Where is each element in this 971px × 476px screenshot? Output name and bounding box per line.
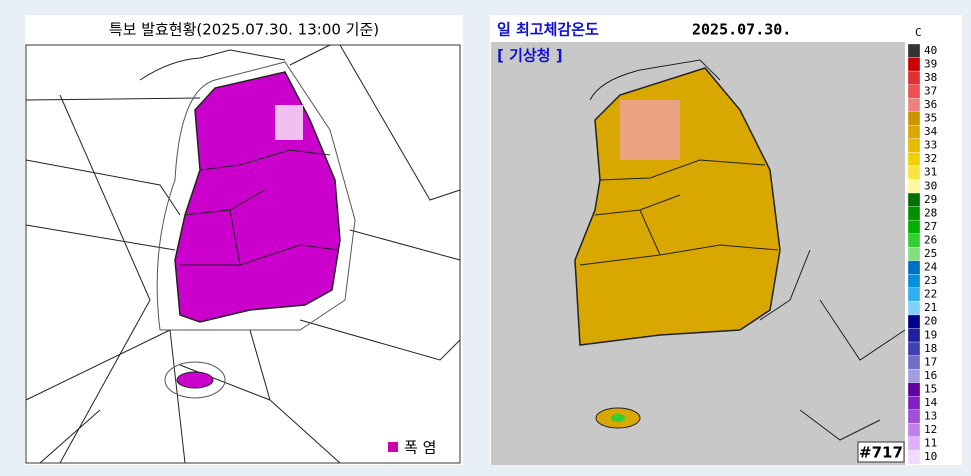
scale-swatch <box>907 165 921 180</box>
scale-swatch <box>907 369 921 383</box>
scale-swatch <box>907 70 921 85</box>
scale-label: 24 <box>924 261 938 274</box>
scale-label: 21 <box>924 301 937 314</box>
scale-label: 23 <box>924 274 937 287</box>
scale-swatch <box>907 382 921 397</box>
scale-label: 37 <box>924 84 937 97</box>
scale-swatch <box>907 125 921 139</box>
scale-swatch <box>907 450 921 465</box>
scale-swatch <box>907 355 921 370</box>
left-jeju <box>176 371 214 389</box>
right-jeju-peak <box>611 414 625 422</box>
scale-swatch <box>907 98 921 112</box>
scale-label: 39 <box>924 57 937 70</box>
code-box <box>857 441 905 463</box>
scale-swatch <box>907 396 921 410</box>
scale-swatch <box>907 219 921 234</box>
scale-swatch <box>907 57 921 72</box>
scale-swatch <box>907 233 921 248</box>
scale-label: 40 <box>924 44 937 57</box>
right-title: 일 최고체감온도 <box>497 21 599 39</box>
scale-label: 14 <box>924 396 938 409</box>
scale-swatch <box>907 314 921 329</box>
scale-label: 27 <box>924 220 937 233</box>
left-coast-north <box>139 49 286 81</box>
unit-label: C <box>915 26 922 39</box>
scale-label: 29 <box>924 193 937 206</box>
scale-label: 12 <box>924 423 937 436</box>
right-date: 2025.07.30. <box>692 21 791 39</box>
scale-swatch <box>907 192 921 207</box>
scale-label: 31 <box>924 166 937 179</box>
scale-swatch <box>907 43 921 58</box>
scale-label: 36 <box>924 98 937 111</box>
left-contour <box>156 61 356 331</box>
scale-swatch <box>907 423 921 438</box>
scale-label: 16 <box>924 369 937 382</box>
scale-swatch <box>907 287 921 302</box>
scale-label: 28 <box>924 206 937 219</box>
left-title: 특보 발효현황(2025.07.30. 13:00 기준) <box>109 21 379 39</box>
right-borders <box>579 159 779 266</box>
scale-label: 38 <box>924 71 937 84</box>
scale-label: 33 <box>924 139 937 152</box>
scale-swatch <box>907 436 921 451</box>
scale-swatch <box>907 301 921 316</box>
scale-label: 19 <box>924 328 937 341</box>
scale-swatch <box>907 274 921 289</box>
left-jeju-contour <box>164 361 226 399</box>
scale-swatch <box>907 152 921 167</box>
left-borders <box>180 149 339 266</box>
scale-label: 25 <box>924 247 937 260</box>
scale-swatch <box>907 260 921 275</box>
scale-label: 15 <box>924 382 937 395</box>
scale-swatch <box>907 111 921 126</box>
scale-swatch <box>907 138 921 153</box>
color-scale: 4039383736353433323130292827262524232221… <box>907 43 938 465</box>
scale-label: 22 <box>924 288 937 301</box>
scale-label: 35 <box>924 112 937 125</box>
code-label: #717 <box>859 444 903 462</box>
scale-swatch <box>907 179 921 194</box>
scale-swatch <box>907 84 921 99</box>
scale-swatch <box>907 206 921 221</box>
right-hot-spot <box>620 100 680 160</box>
scale-swatch <box>907 409 921 424</box>
scale-label: 30 <box>924 179 937 192</box>
right-coast-east <box>759 249 906 441</box>
scale-label: 11 <box>924 437 937 450</box>
legend-label: 폭 염 <box>404 439 436 457</box>
scale-label: 10 <box>924 450 937 463</box>
scale-label: 20 <box>924 315 937 328</box>
left-speckle <box>275 105 303 140</box>
legend-swatch <box>388 442 398 452</box>
scale-swatch <box>907 247 921 261</box>
scale-label: 32 <box>924 152 937 165</box>
scale-swatch <box>907 328 921 343</box>
scale-label: 13 <box>924 410 937 423</box>
right-coast-north <box>589 59 721 101</box>
scale-label: 18 <box>924 342 937 355</box>
scale-label: 34 <box>924 125 938 138</box>
scale-label: 26 <box>924 233 937 246</box>
source-label: [ 기상청 ] <box>497 47 563 65</box>
scale-label: 17 <box>924 355 937 368</box>
scale-swatch <box>907 341 921 356</box>
